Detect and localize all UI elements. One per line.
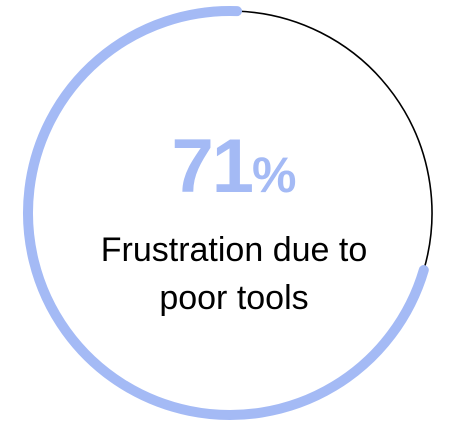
remainder-arc [237, 10, 433, 271]
percentage-arc [23, 6, 429, 420]
percentage-unit: % [252, 147, 297, 203]
caption-line-1: Frustration due to [100, 231, 368, 269]
metric-caption: Frustration due to poor tools [44, 226, 424, 322]
percentage-value: 71% [44, 122, 424, 212]
caption-line-2: poor tools [159, 279, 309, 317]
percentage-number: 71 [171, 124, 254, 209]
